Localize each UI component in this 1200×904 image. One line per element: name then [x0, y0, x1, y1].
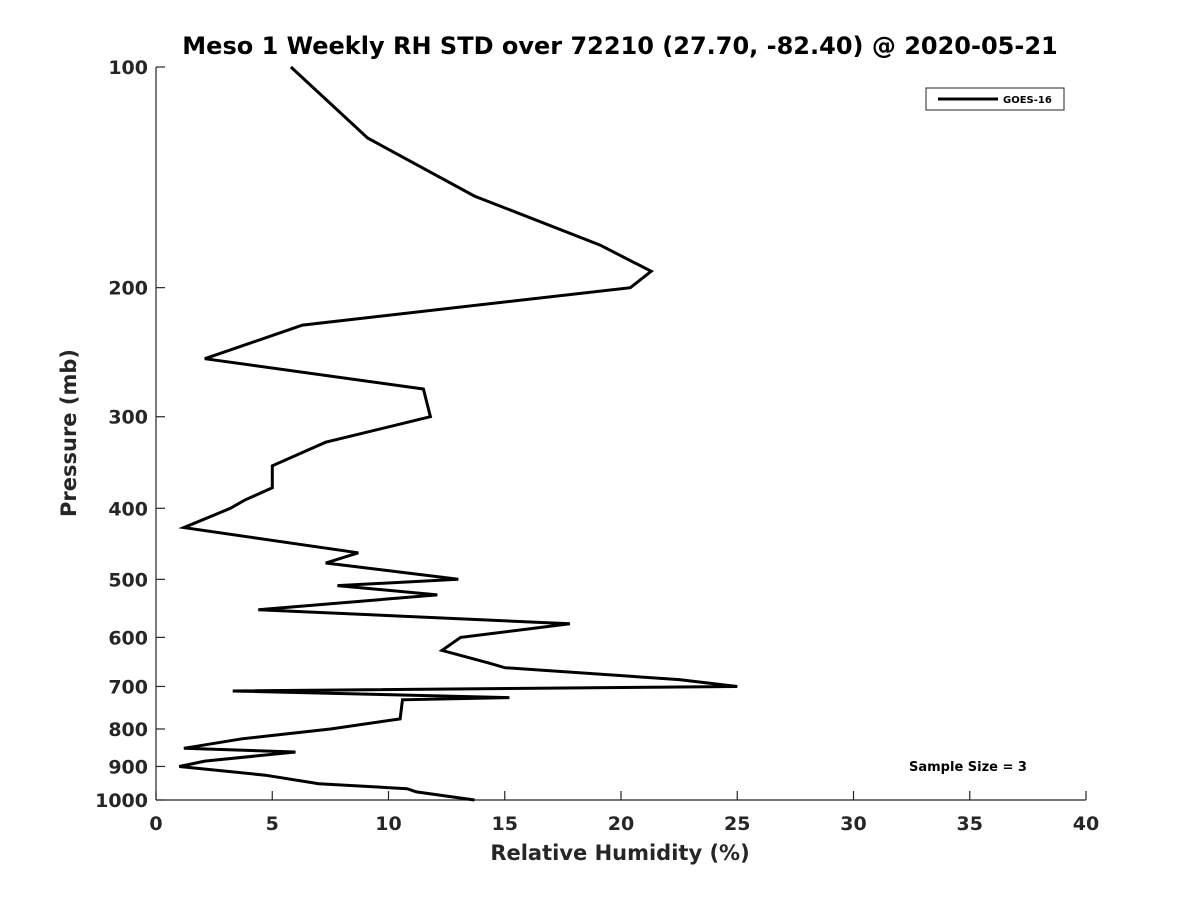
legend: GOES-16: [925, 87, 1065, 111]
x-tick-label: 15: [492, 813, 518, 835]
x-tick-label: 10: [375, 813, 401, 835]
x-tick-label: 30: [840, 813, 866, 835]
y-tick-label: 400: [108, 498, 148, 520]
y-tick-label: 600: [108, 627, 148, 649]
x-tick-label: 40: [1073, 813, 1099, 835]
y-tick-label: 500: [108, 569, 148, 591]
x-tick-label: 25: [724, 813, 750, 835]
y-tick-label: 100: [108, 57, 148, 79]
x-tick-label: 20: [608, 813, 634, 835]
y-tick-label: 900: [108, 756, 148, 778]
x-axis-label: Relative Humidity (%): [490, 841, 749, 865]
y-tick-label: 800: [108, 719, 148, 741]
y-tick-label: 200: [108, 278, 148, 300]
sample-size-annotation: Sample Size = 3: [909, 760, 1027, 775]
chart-title: Meso 1 Weekly RH STD over 72210 (27.70, …: [182, 32, 1057, 60]
x-tick-label: 0: [149, 813, 162, 835]
y-tick-label: 700: [108, 676, 148, 698]
x-tick-label: 35: [957, 813, 983, 835]
series-line-goes-16: [178, 65, 738, 802]
legend-label-goes-16: GOES-16: [1003, 95, 1052, 106]
y-tick-label: 300: [108, 407, 148, 429]
y-axis-label: Pressure (mb): [57, 349, 81, 517]
y-tick-label: 1000: [95, 790, 148, 812]
x-tick-label: 5: [266, 813, 279, 835]
axes: 0 5 10 15 20 25 30 35 40 100 200 300 400 500 600 700 800…: [95, 57, 1099, 835]
